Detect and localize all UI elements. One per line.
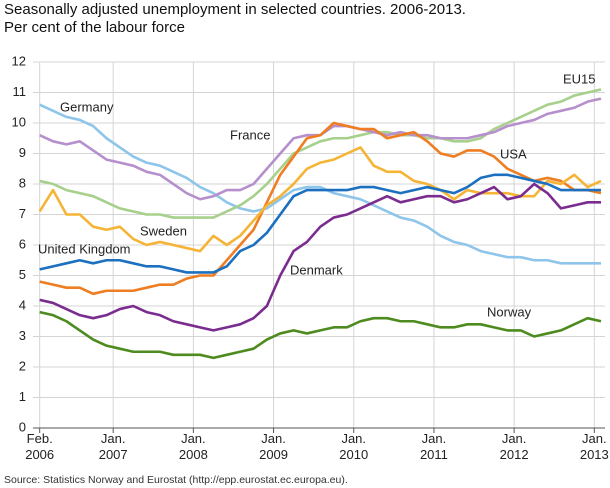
x-tick-label: Jan. 2011 xyxy=(420,431,448,462)
series-line xyxy=(39,88,602,219)
y-tick-label: 1 xyxy=(19,389,26,404)
y-tick-label: 10 xyxy=(12,114,26,129)
lines xyxy=(38,88,602,360)
y-tick-label: 7 xyxy=(19,206,26,221)
y-tick-label: 5 xyxy=(19,267,26,282)
x-tick-label: Jan. 2008 xyxy=(179,431,208,462)
y-tick-label: 12 xyxy=(12,53,26,68)
series-label: Norway xyxy=(487,304,532,319)
y-tick-label: 0 xyxy=(19,419,26,434)
series-label: France xyxy=(230,127,270,142)
series-label: United Kingdom xyxy=(38,241,131,256)
series-line xyxy=(39,121,602,296)
x-tick-label: Jan. 2012 xyxy=(500,431,529,462)
series-line xyxy=(38,146,602,253)
series-label: Sweden xyxy=(140,223,187,238)
series-line xyxy=(39,310,602,360)
y-tick-label: 9 xyxy=(19,145,26,160)
source-note: Source: Statistics Norway and Eurostat (… xyxy=(4,474,348,486)
x-tick-label: Jan. 2007 xyxy=(99,431,128,462)
series-label: USA xyxy=(500,146,527,161)
series-label: Germany xyxy=(60,99,114,114)
grid xyxy=(33,61,605,433)
x-tick-label: Jan. 2009 xyxy=(259,431,288,462)
chart-title: Seasonally adjusted unemployment in sele… xyxy=(4,1,466,18)
y-tick-label: 3 xyxy=(19,328,26,343)
series-line xyxy=(39,103,601,265)
y-tick-label: 11 xyxy=(13,84,27,99)
series-label: Denmark xyxy=(290,262,343,277)
y-tick-label: 8 xyxy=(19,175,26,190)
series-label: EU15 xyxy=(563,71,596,86)
x-tick-label: Jan. 2013 xyxy=(580,431,609,462)
series-line xyxy=(39,173,601,274)
y-tick-label: 2 xyxy=(19,358,26,373)
x-tick-label: Feb. 2006 xyxy=(25,431,54,462)
series-line xyxy=(39,182,601,332)
chart-subtitle: Per cent of the labour force xyxy=(4,19,185,36)
y-tick-label: 4 xyxy=(19,297,26,312)
x-tick-label: Jan. 2010 xyxy=(339,431,368,462)
y-tick-label: 6 xyxy=(19,236,26,251)
